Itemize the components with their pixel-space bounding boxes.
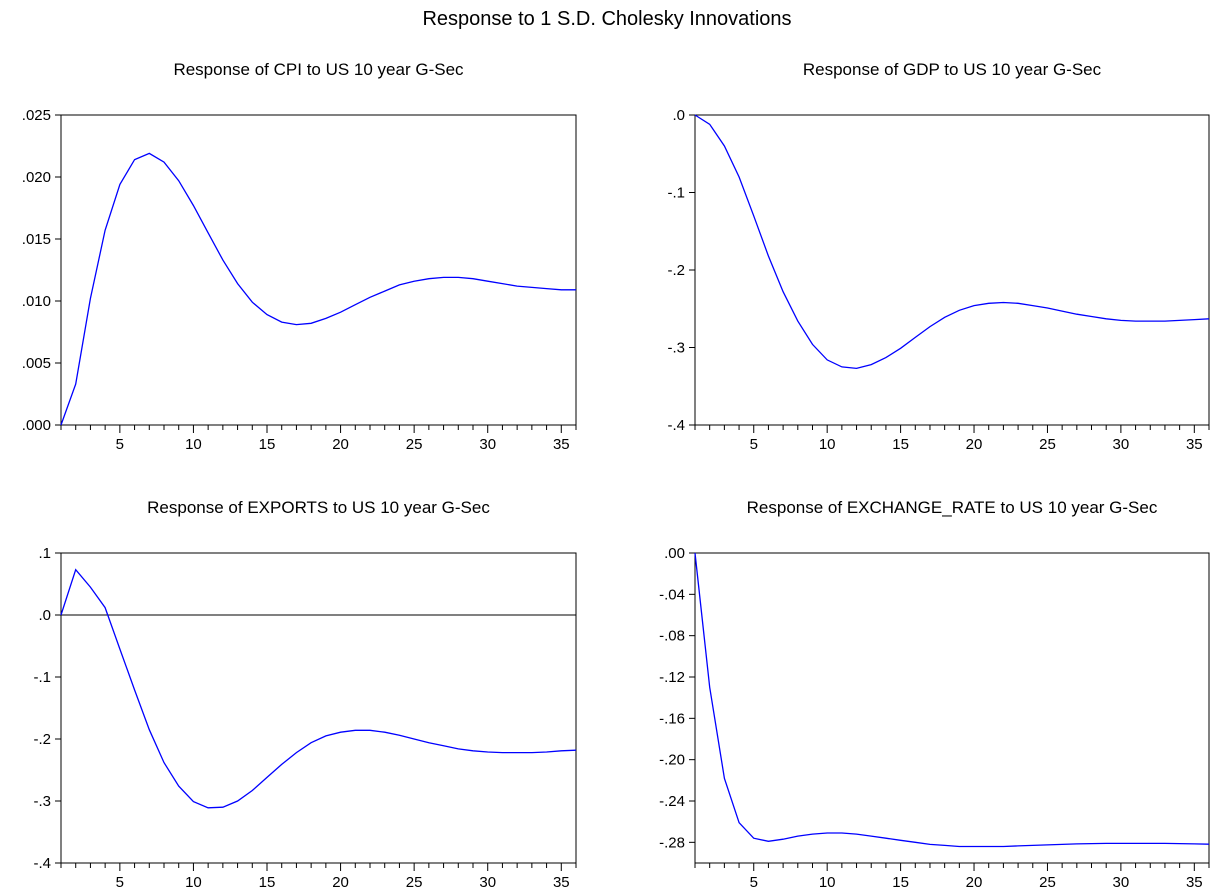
y-tick-label: -.04 xyxy=(659,586,685,603)
y-tick-label: .00 xyxy=(664,545,685,562)
y-tick-label: .1 xyxy=(38,545,51,562)
y-tick-label: -.3 xyxy=(33,793,51,810)
y-tick-label: -.1 xyxy=(33,669,51,686)
y-tick-label: -.4 xyxy=(33,855,51,872)
y-tick-label: .015 xyxy=(22,231,51,248)
x-tick-label: 5 xyxy=(750,874,758,891)
chart-panel-1: Response of CPI to US 10 year G-Sec 5 10 15… xyxy=(22,60,577,453)
panel-title: Response of CPI to US 10 year G-Sec xyxy=(173,60,464,79)
y-tick-label: .0 xyxy=(38,607,51,624)
x-tick-label: 20 xyxy=(966,874,983,891)
y-tick-label: -.24 xyxy=(659,793,685,810)
x-tick-label: 15 xyxy=(259,436,276,453)
response-line xyxy=(694,552,1210,848)
x-tick-label: 30 xyxy=(479,874,496,891)
x-tick-label: 20 xyxy=(332,874,349,891)
chart-panel-2: Response of GDP to US 10 year G-Sec 5 10 15… xyxy=(667,60,1210,453)
plot-frame xyxy=(694,114,1210,426)
x-tick-label: 25 xyxy=(1039,874,1056,891)
x-tick-label: 10 xyxy=(819,436,836,453)
response-line xyxy=(694,114,1210,370)
x-tick-label: 5 xyxy=(116,874,124,891)
x-tick-label: 35 xyxy=(1186,874,1203,891)
y-tick-label: -.4 xyxy=(667,417,685,434)
x-tick-label: 30 xyxy=(1113,874,1130,891)
y-tick-label: -.12 xyxy=(659,669,685,686)
figure-title: Response to 1 S.D. Cholesky Innovations xyxy=(422,8,792,30)
x-tick-label: 35 xyxy=(553,874,570,891)
response-line xyxy=(60,568,577,809)
panel-title: Response of GDP to US 10 year G-Sec xyxy=(803,60,1102,79)
y-tick-label: .025 xyxy=(22,107,51,124)
y-tick-label: -.1 xyxy=(667,185,685,202)
x-tick-label: 30 xyxy=(479,436,496,453)
chart-panel-3: Response of EXPORTS to US 10 year G-Sec 5… xyxy=(33,498,577,891)
plot-frame xyxy=(60,114,577,426)
x-tick-label: 25 xyxy=(406,436,423,453)
x-tick-label: 25 xyxy=(1039,436,1056,453)
chart-panel-4: Response of EXCHANGE_RATE to US 10 year … xyxy=(659,498,1210,891)
x-tick-label: 30 xyxy=(1113,436,1130,453)
x-tick-label: 25 xyxy=(406,874,423,891)
response-line xyxy=(60,152,576,426)
y-tick-label: -.2 xyxy=(33,731,51,748)
y-tick-label: .010 xyxy=(22,293,51,310)
x-tick-label: 5 xyxy=(116,436,124,453)
y-tick-label: -.20 xyxy=(659,752,685,769)
y-tick-label: -.3 xyxy=(667,340,685,357)
plot-frame xyxy=(694,552,1210,864)
plot-frame xyxy=(60,552,577,864)
x-tick-label: 10 xyxy=(185,874,202,891)
y-tick-label: -.16 xyxy=(659,710,685,727)
x-tick-label: 15 xyxy=(892,874,909,891)
y-tick-label: .000 xyxy=(22,417,51,434)
x-tick-label: 15 xyxy=(259,874,276,891)
x-tick-label: 10 xyxy=(819,874,836,891)
x-tick-label: 35 xyxy=(553,436,570,453)
panel-title: Response of EXCHANGE_RATE to US 10 year … xyxy=(747,498,1158,517)
x-tick-label: 35 xyxy=(1186,436,1203,453)
y-tick-label: .0 xyxy=(672,107,685,124)
x-tick-label: 5 xyxy=(750,436,758,453)
y-tick-label: -.08 xyxy=(659,628,685,645)
x-tick-label: 20 xyxy=(966,436,983,453)
x-tick-label: 15 xyxy=(892,436,909,453)
x-tick-label: 20 xyxy=(332,436,349,453)
x-tick-label: 10 xyxy=(185,436,202,453)
y-tick-label: -.28 xyxy=(659,834,685,851)
panel-title: Response of EXPORTS to US 10 year G-Sec xyxy=(147,498,490,517)
y-tick-label: -.2 xyxy=(667,262,685,279)
y-tick-label: .005 xyxy=(22,355,51,372)
y-tick-label: .020 xyxy=(22,169,51,186)
